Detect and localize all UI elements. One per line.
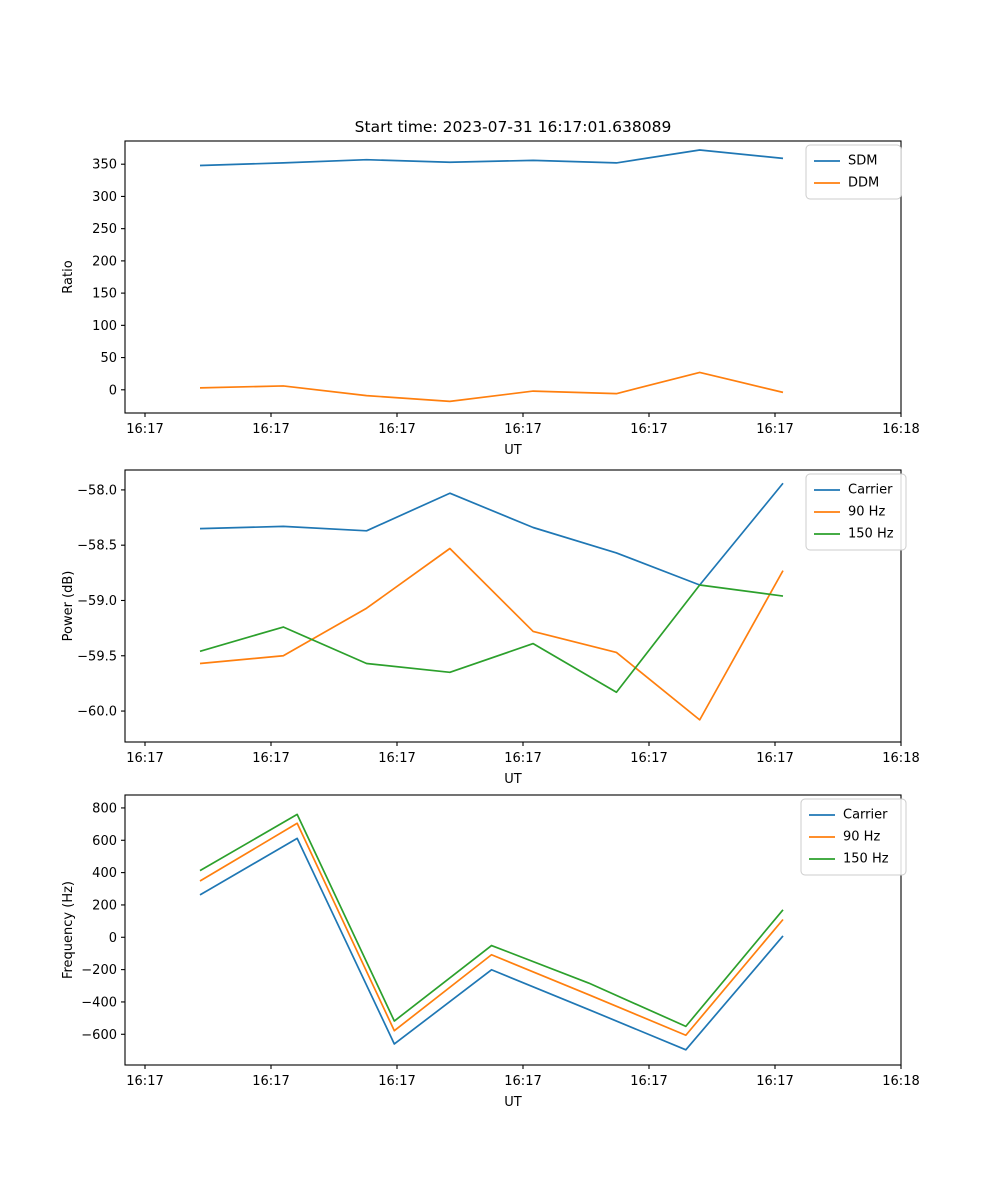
- y-tick-label: 150: [92, 287, 117, 302]
- x-tick-label: 16:17: [630, 422, 667, 437]
- x-tick-label: 16:17: [252, 422, 289, 437]
- x-tick-label: 16:17: [504, 422, 541, 437]
- legend-box: [805, 473, 907, 551]
- x-tick-label: 16:17: [252, 1074, 289, 1089]
- y-tick-label: 200: [92, 898, 117, 913]
- y-tick-label: −600: [81, 1028, 117, 1043]
- y-tick-label: 250: [92, 222, 117, 237]
- series-line-ddm: [199, 371, 784, 403]
- x-tick-label: 16:17: [756, 1074, 793, 1089]
- axes-frame: [124, 794, 902, 1066]
- legend-box: [805, 144, 902, 200]
- axes-frame: [124, 140, 902, 414]
- y-tick-label: 200: [92, 254, 117, 269]
- y-tick-label: 800: [92, 801, 117, 816]
- legend-label-150-hz: 150 Hz: [843, 852, 889, 867]
- y-tick-label: 600: [92, 834, 117, 849]
- y-axis-label: Ratio: [61, 260, 76, 293]
- y-tick-label: 0: [109, 931, 117, 946]
- x-tick-label: 16:18: [882, 422, 919, 437]
- x-tick-label: 16:17: [630, 751, 667, 766]
- x-tick-label: 16:17: [630, 1074, 667, 1089]
- series-line-sdm: [199, 149, 784, 167]
- y-axis-label: Frequency (Hz): [61, 881, 76, 979]
- x-tick-label: 16:17: [378, 751, 415, 766]
- x-tick-label: 16:17: [756, 751, 793, 766]
- legend-label-ddm: DDM: [848, 176, 879, 191]
- y-tick-label: −400: [81, 995, 117, 1010]
- x-tick-label: 16:17: [378, 1074, 415, 1089]
- x-axis-label: UT: [504, 772, 522, 787]
- legend-label-90-hz: 90 Hz: [843, 830, 880, 845]
- y-tick-label: −60.0: [77, 705, 117, 720]
- x-axis-label: UT: [504, 443, 522, 458]
- y-tick-label: −58.0: [77, 483, 117, 498]
- x-tick-label: 16:17: [126, 1074, 163, 1089]
- subplot-frequency: −600 −400 −200 0 200 400 600 800 16:17 16:17 16:17…: [0, 655, 1000, 1115]
- series-line-90-hz: [199, 547, 784, 721]
- power-plot-area: −58.0 −58.5 −59.0 −59.5 −60.0 16:17 16:17 16:17…: [61, 469, 920, 787]
- series-line-carrier: [199, 837, 784, 1051]
- y-axis-label: Power (dB): [61, 571, 76, 642]
- x-tick-label: 16:17: [378, 422, 415, 437]
- legend-box: [800, 798, 907, 876]
- x-tick-label: 16:18: [882, 751, 919, 766]
- x-tick-label: 16:18: [882, 1074, 919, 1089]
- y-tick-label: −59.0: [77, 594, 117, 609]
- y-tick-label: 400: [92, 866, 117, 881]
- legend-label-carrier: Carrier: [848, 483, 893, 498]
- x-tick-label: 16:17: [126, 751, 163, 766]
- y-tick-label: 50: [100, 351, 117, 366]
- x-tick-label: 16:17: [126, 422, 163, 437]
- series-line-150-hz: [199, 813, 784, 1028]
- figure-title: Start time: 2023-07-31 16:17:01.638089: [354, 118, 672, 136]
- series-line-150-hz: [199, 584, 784, 694]
- subplot-power: −58.0 −58.5 −59.0 −59.5 −60.0 16:17 16:17 16:17…: [0, 330, 1000, 790]
- x-tick-label: 16:17: [252, 751, 289, 766]
- legend-label-carrier: Carrier: [843, 808, 888, 823]
- y-tick-label: 350: [92, 158, 117, 173]
- subplot-ratio: 0 50 100 150 200 250 300 350 16:17 16:17 16:17 16:1…: [0, 0, 1000, 460]
- legend-label-90-hz: 90 Hz: [848, 505, 885, 520]
- series-line-90-hz: [199, 822, 784, 1037]
- y-tick-label: 100: [92, 319, 117, 334]
- y-tick-label: −58.5: [77, 539, 117, 554]
- x-tick-label: 16:17: [756, 422, 793, 437]
- y-tick-label: −59.5: [77, 649, 117, 664]
- legend-label-150-hz: 150 Hz: [848, 527, 894, 542]
- axes-frame: [124, 469, 902, 743]
- y-tick-label: −200: [81, 963, 117, 978]
- x-axis-label: UT: [504, 1095, 522, 1110]
- frequency-plot-area: −600 −400 −200 0 200 400 600 800 16:17 16:17 16:17…: [61, 794, 920, 1110]
- ratio-plot-area: 0 50 100 150 200 250 300 350 16:17 16:17 16:17 16:1…: [61, 140, 920, 458]
- x-tick-label: 16:17: [504, 751, 541, 766]
- y-tick-label: 300: [92, 190, 117, 205]
- series-line-carrier: [199, 482, 784, 586]
- legend-label-sdm: SDM: [848, 154, 877, 169]
- y-tick-label: 0: [109, 383, 117, 398]
- x-tick-label: 16:17: [504, 1074, 541, 1089]
